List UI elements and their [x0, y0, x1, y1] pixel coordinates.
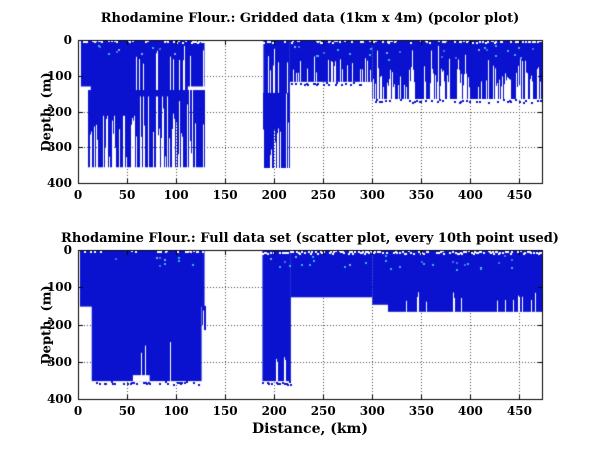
x-tick-label: 0: [73, 404, 83, 418]
x-tick-label: 50: [118, 404, 136, 418]
y-tick-label: 400: [46, 392, 72, 406]
x-tick-label: 350: [408, 188, 434, 202]
x-tick-label: 400: [457, 404, 483, 418]
x-tick-label: 450: [506, 188, 532, 202]
x-tick-label: 150: [212, 404, 238, 418]
bottom-plot-title: Rhodamine Flour.: Full data set (scatter…: [61, 231, 559, 246]
x-tick-label: 450: [506, 404, 532, 418]
top-plot-title: Rhodamine Flour.: Gridded data (1km x 4m…: [100, 11, 520, 26]
x-tick-label: 250: [310, 404, 336, 418]
x-tick-label: 300: [359, 188, 385, 202]
y-tick-label: 200: [46, 317, 72, 332]
y-tick-label: 100: [46, 280, 72, 295]
y-tick-label: 100: [46, 68, 72, 83]
y-tick-label: 300: [46, 354, 72, 369]
x-tick-label: 400: [457, 188, 483, 202]
y-tick-label: 400: [46, 176, 72, 190]
x-axis-label: Distance, (km): [252, 421, 368, 437]
y-tick-label: 200: [46, 104, 72, 119]
x-tick-label: 100: [163, 404, 189, 418]
y-tick-label: 300: [46, 140, 72, 155]
y-tick-label: 0: [63, 243, 72, 257]
x-tick-label: 350: [408, 404, 434, 418]
x-tick-label: 100: [163, 188, 189, 202]
x-tick-label: 0: [73, 188, 83, 202]
y-tick-label: 0: [63, 33, 72, 47]
x-tick-label: 300: [359, 404, 385, 418]
x-tick-label: 200: [261, 404, 287, 418]
x-tick-label: 250: [310, 188, 336, 202]
x-tick-label: 50: [118, 188, 136, 202]
x-tick-label: 150: [212, 188, 238, 202]
x-tick-label: 200: [261, 188, 287, 202]
